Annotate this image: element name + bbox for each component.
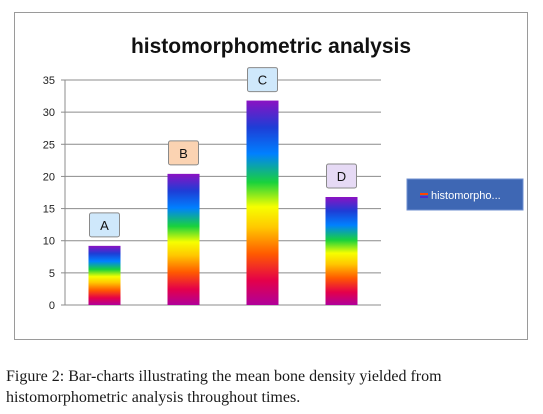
- y-tick-label: 35: [43, 75, 55, 87]
- legend-swatch-bottom: [420, 196, 428, 198]
- chart-frame: histomorphometric analysis 0 5 10 15 20 25 30 3…: [14, 12, 528, 340]
- bar-labels: A B C D: [89, 67, 357, 238]
- y-tick-label: 30: [43, 107, 55, 119]
- figure-caption-text: Bar-charts illustrating the mean bone de…: [6, 368, 442, 406]
- bar-label: D: [337, 169, 346, 184]
- bar-d: [325, 197, 358, 305]
- chart-title: histomorphometric analysis: [131, 35, 411, 58]
- bar-a: [88, 245, 121, 305]
- bar-label: C: [258, 73, 267, 88]
- bar-label-box: [168, 140, 199, 166]
- bar-label-box: [89, 212, 120, 238]
- y-tick-label: 0: [49, 300, 55, 312]
- bar-label-box: [247, 67, 278, 93]
- bar-chart: histomorphometric analysis 0 5 10 15 20 25 30 3…: [43, 35, 524, 312]
- figure-caption: Figure 2: Bar-charts illustrating the me…: [6, 366, 539, 408]
- y-tick-label: 25: [43, 139, 55, 151]
- legend: histomorpho...: [406, 178, 524, 211]
- y-tick-label: 15: [43, 204, 55, 216]
- legend-label: histomorpho...: [431, 190, 501, 202]
- bar-label: A: [100, 218, 109, 233]
- legend-swatch-top: [420, 193, 428, 195]
- y-tick-label: 5: [49, 268, 55, 280]
- bar-b: [167, 173, 200, 305]
- figure-label: Figure 2:: [6, 368, 65, 385]
- bar-label-box: [326, 163, 357, 189]
- y-tick-label: 10: [43, 236, 55, 248]
- bar-c: [246, 100, 279, 305]
- bars: [88, 100, 358, 305]
- y-tick-label: 20: [43, 171, 55, 183]
- axes: 0 5 10 15 20 25 30 35: [43, 75, 66, 312]
- bar-label: B: [179, 146, 188, 161]
